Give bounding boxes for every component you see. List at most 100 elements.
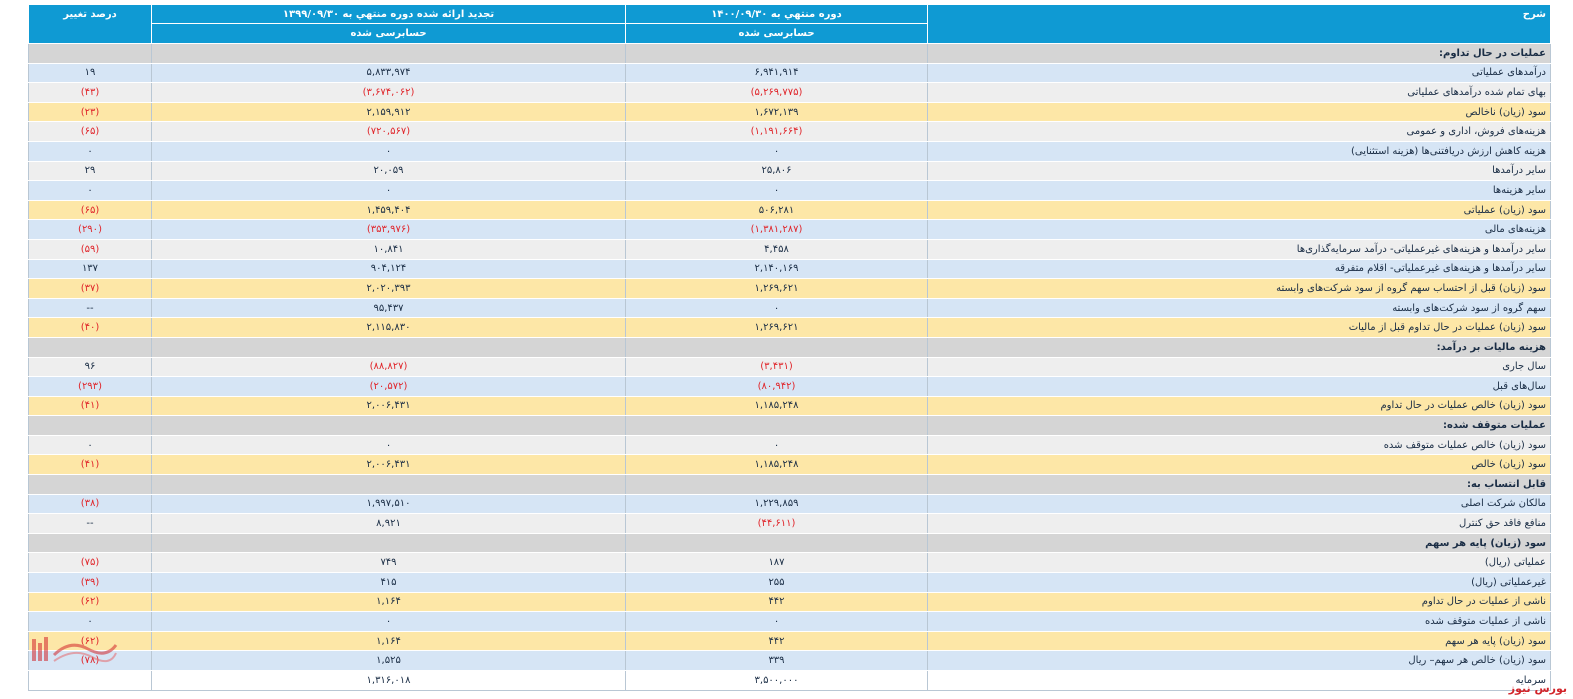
value-1400: ۱,۲۶۹,۶۲۱: [625, 317, 928, 338]
value-1399: ۰: [151, 611, 626, 632]
table-row: سرمایه ۳,۵۰۰,۰۰۰ ۱,۳۱۶,۰۱۸: [28, 670, 1551, 691]
row-label: عملیاتی (ریال): [927, 552, 1551, 574]
change-percent: (۶۵): [28, 121, 152, 142]
audited-header-1: حسابرسی شده: [625, 23, 928, 44]
value-1400: ۴,۴۵۸: [625, 239, 928, 260]
value-1400: [625, 533, 928, 554]
table-row: مالکان شرکت اصلی ۱,۲۲۹,۸۵۹ ۱,۹۹۷,۵۱۰ (۳۸): [28, 494, 1551, 515]
change-percent: (۴۱): [28, 454, 152, 476]
change-percent: (۲۹۳): [28, 376, 152, 397]
value-1400: ۲۵۵: [625, 572, 928, 593]
value-1399: ۰: [151, 141, 626, 162]
value-1399: (۳,۶۷۴,۰۶۲): [151, 82, 626, 103]
value-1400: ۱,۲۶۹,۶۲۱: [625, 278, 928, 299]
change-percent: [28, 533, 152, 554]
change-percent: (۵۹): [28, 239, 152, 260]
row-label: سال جاری: [927, 357, 1551, 378]
value-1400: ۳,۵۰۰,۰۰۰: [625, 670, 928, 691]
table-row: سایر هزینه‌ها ۰ ۰ ۰: [28, 180, 1551, 201]
row-label: هزینه مالیات بر درآمد:: [927, 337, 1551, 358]
table-row: سایر درآمدها و هزینه‌های غیرعملیاتی- اقل…: [28, 259, 1551, 280]
row-label: درآمدهای عملیاتی: [927, 63, 1551, 84]
table-row: سود (زیان) پایه هر سهم ۴۴۲ ۱,۱۶۴ (۶۲): [28, 631, 1551, 652]
value-1399: [151, 533, 626, 554]
change-percent: (۶۲): [28, 592, 152, 613]
value-1399: [151, 415, 626, 436]
row-label: سهم گروه از سود شرکت‌های وابسته: [927, 298, 1551, 319]
value-1400: (۱,۳۸۱,۲۸۷): [625, 219, 928, 240]
row-label: سرمایه: [927, 670, 1551, 691]
table-row: سود (زیان) خالص عملیات در حال تداوم ۱,۱۸۵…: [28, 396, 1551, 417]
value-1399: ۱۰,۸۴۱: [151, 239, 626, 260]
value-1399: ۹۰۴,۱۲۴: [151, 259, 626, 280]
row-label: سود (زیان) پایه هر سهم: [927, 631, 1551, 652]
bourse-news-watermark-logo: [32, 637, 118, 663]
table-row: سال‌های قبل (۸۰,۹۴۲) (۲۰,۵۷۲) (۲۹۳): [28, 376, 1551, 397]
table-row: هزینه کاهش ارزش دریافتنی‌ها (هزینه استثن…: [28, 141, 1551, 162]
value-1400: ۰: [625, 180, 928, 201]
row-label: سود (زیان) خالص عملیات متوقف شده: [927, 435, 1551, 456]
table-row: سود (زیان) خالص ۱,۱۸۵,۲۴۸ ۲,۰۰۶,۴۳۱ (۴۱): [28, 454, 1551, 476]
row-label: منافع فاقد حق کنترل: [927, 513, 1551, 534]
value-1399: ۷۴۹: [151, 552, 626, 574]
row-label: هزینه کاهش ارزش دریافتنی‌ها (هزینه استثن…: [927, 141, 1551, 162]
table-row: سود (زیان) عملیات در حال تداوم قبل از ما…: [28, 317, 1551, 338]
value-1399: ۱,۴۵۹,۴۰۴: [151, 200, 626, 221]
change-percent: [28, 474, 152, 495]
value-1400: ۰: [625, 141, 928, 162]
table-row: غیرعملیاتی (ریال) ۲۵۵ ۴۱۵ (۳۹): [28, 572, 1551, 593]
value-1400: ۴۴۲: [625, 631, 928, 652]
value-1399: ۱,۹۹۷,۵۱۰: [151, 494, 626, 515]
value-1399: [151, 474, 626, 495]
value-1400: (۵,۲۶۹,۷۷۵): [625, 82, 928, 103]
change-percent: (۴۳): [28, 82, 152, 103]
table-row: بهای تمام شده درآمدهای عملیاتی (۵,۲۶۹,۷۷۵…: [28, 82, 1551, 103]
value-1399: ۲,۱۱۵,۸۳۰: [151, 317, 626, 338]
change-percent: (۳۸): [28, 494, 152, 515]
value-1399: ۲۰,۰۵۹: [151, 161, 626, 182]
table-row: سود (زیان) قبل از احتساب سهم گروه از سود…: [28, 278, 1551, 299]
value-1399: [151, 337, 626, 358]
change-percent: [28, 415, 152, 436]
table-row: سایر درآمدها و هزینه‌های غیرعملیاتی- درآ…: [28, 239, 1551, 260]
table-row: ناشی از عملیات در حال تداوم ۴۴۲ ۱,۱۶۴ (۶۲): [28, 592, 1551, 613]
value-1400: ۲,۱۴۰,۱۶۹: [625, 259, 928, 280]
change-percent: ۰: [28, 611, 152, 632]
table-row: سهم گروه از سود شرکت‌های وابسته ۰ ۹۵,۴۳۷ --: [28, 298, 1551, 319]
row-label: سود (زیان) قبل از احتساب سهم گروه از سود…: [927, 278, 1551, 299]
change-percent: ۲۹: [28, 161, 152, 182]
table-row: سود (زیان) خالص هر سهم– ریال ۳۳۹ ۱,۵۲۵ (۷۸): [28, 650, 1551, 671]
value-1400: ۰: [625, 611, 928, 632]
row-label: غیرعملیاتی (ریال): [927, 572, 1551, 593]
table-header: شرح دوره منتهي به ۱۴۰۰/۰۹/۳۰ تجدید ارائه…: [28, 4, 1551, 44]
value-1399: ۱,۱۶۴: [151, 631, 626, 652]
table-row: سود (زیان) ناخالص ۱,۶۷۲,۱۳۹ ۲,۱۵۹,۹۱۲ (۲۳): [28, 102, 1551, 123]
value-1399: (۷۲۰,۵۶۷): [151, 121, 626, 142]
value-1400: (۸۰,۹۴۲): [625, 376, 928, 397]
section-header-row: عملیات متوقف شده:: [28, 415, 1551, 436]
change-percent: (۶۵): [28, 200, 152, 221]
audited-header-2: حسابرسی شده: [151, 23, 626, 44]
row-label: سایر درآمدها: [927, 161, 1551, 182]
change-percent: (۴۱): [28, 396, 152, 417]
row-label: سود (زیان) ناخالص: [927, 102, 1551, 123]
income-statement-table: شرح دوره منتهي به ۱۴۰۰/۰۹/۳۰ تجدید ارائه…: [28, 4, 1551, 691]
value-1400: ۱,۱۸۵,۲۴۸: [625, 396, 928, 417]
table-row: سایر درآمدها ۲۵,۸۰۶ ۲۰,۰۵۹ ۲۹: [28, 161, 1551, 182]
value-1400: [625, 337, 928, 358]
value-1399: ۸,۹۲۱: [151, 513, 626, 534]
change-percent: (۳۹): [28, 572, 152, 593]
row-label: هزینه‌های مالی: [927, 219, 1551, 240]
table-row: ناشی از عملیات متوقف شده ۰ ۰ ۰: [28, 611, 1551, 632]
section-header-row: عملیات در حال تداوم:: [28, 43, 1551, 64]
row-label: سود (زیان) خالص هر سهم– ریال: [927, 650, 1551, 671]
table-row: درآمدهای عملیاتی ۶,۹۴۱,۹۱۴ ۵,۸۳۳,۹۷۴ ۱۹: [28, 63, 1551, 84]
value-1400: ۰: [625, 298, 928, 319]
change-percent: (۷۸): [28, 650, 152, 671]
value-1400: [625, 474, 928, 495]
row-label: سود (زیان) عملیات در حال تداوم قبل از ما…: [927, 317, 1551, 338]
change-percent: (۲۳): [28, 102, 152, 123]
row-label: عملیات متوقف شده:: [927, 415, 1551, 436]
row-label: سایر هزینه‌ها: [927, 180, 1551, 201]
table-row: هزینه‌های فروش، اداری و عمومی (۱,۱۹۱,۶۶۴)…: [28, 121, 1551, 142]
